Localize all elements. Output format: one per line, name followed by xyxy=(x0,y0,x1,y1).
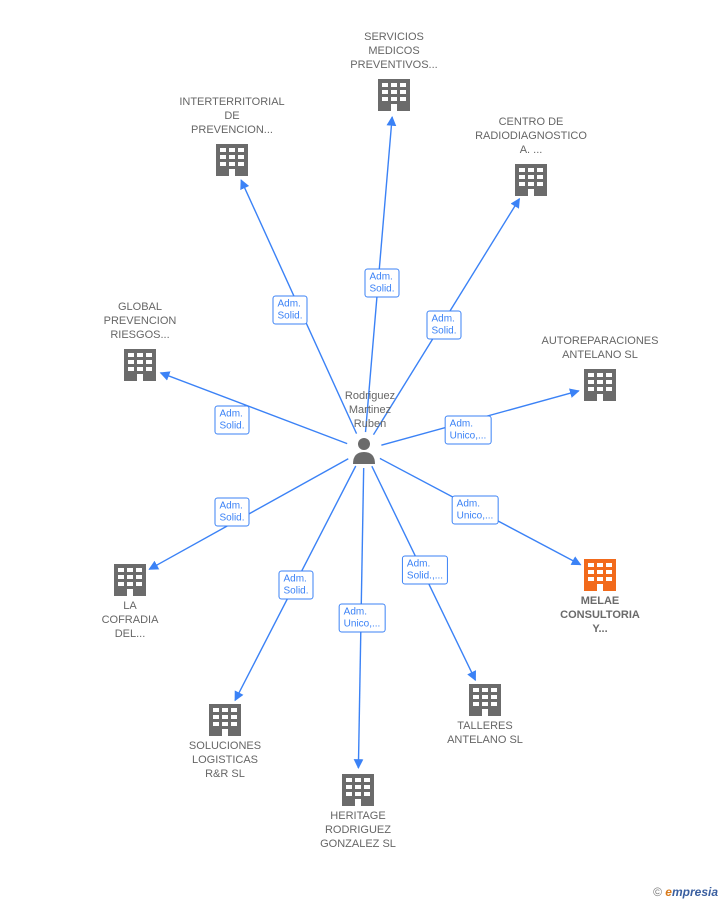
building-icon[interactable] xyxy=(216,144,248,176)
copyright-symbol: © xyxy=(653,885,662,899)
node-label[interactable]: AUTOREPARACIONES ANTELANO SL xyxy=(542,335,659,363)
edge-label: Adm. Solid.,... xyxy=(402,556,448,585)
edge-label: Adm. Solid. xyxy=(214,406,249,435)
building-icon[interactable] xyxy=(584,369,616,401)
edge-label: Adm. Solid. xyxy=(364,269,399,298)
brand-rest: mpresia xyxy=(672,885,718,899)
building-icon[interactable] xyxy=(114,564,146,596)
node-label[interactable]: INTERTERRITORIAL DE PREVENCION... xyxy=(179,96,284,137)
building-icon[interactable] xyxy=(469,684,501,716)
node-label[interactable]: GLOBAL PREVENCION RIESGOS... xyxy=(104,301,177,342)
edge-label: Adm. Solid. xyxy=(214,498,249,527)
node-label[interactable]: SERVICIOS MEDICOS PREVENTIVOS... xyxy=(350,31,437,72)
building-icon[interactable] xyxy=(584,559,616,591)
diagram-canvas xyxy=(0,0,728,905)
edge-line xyxy=(161,373,348,444)
edge-label: Adm. Unico,... xyxy=(452,496,499,525)
center-label[interactable]: Rodriguez Martinez Ruben xyxy=(345,390,395,431)
edge-label: Adm. Unico,... xyxy=(445,416,492,445)
edge-label: Adm. Solid. xyxy=(272,296,307,325)
brand-first: e xyxy=(665,885,672,899)
edge-label: Adm. Unico,... xyxy=(339,604,386,633)
edge-label: Adm. Solid. xyxy=(278,571,313,600)
building-icon[interactable] xyxy=(342,774,374,806)
building-icon[interactable] xyxy=(209,704,241,736)
node-label[interactable]: CENTRO DE RADIODIAGNOSTICO A. ... xyxy=(475,116,587,157)
node-label[interactable]: TALLERES ANTELANO SL xyxy=(447,720,523,748)
node-label[interactable]: LA COFRADIA DEL... xyxy=(102,600,159,641)
copyright: © empresia xyxy=(653,885,718,899)
edge-label: Adm. Solid. xyxy=(426,311,461,340)
person-icon[interactable] xyxy=(353,438,375,464)
building-icon[interactable] xyxy=(515,164,547,196)
node-label[interactable]: HERITAGE RODRIGUEZ GONZALEZ SL xyxy=(320,810,396,851)
building-icon[interactable] xyxy=(378,79,410,111)
building-icon[interactable] xyxy=(124,349,156,381)
node-label[interactable]: MELAE CONSULTORIA Y... xyxy=(560,595,640,636)
node-label[interactable]: SOLUCIONES LOGISTICAS R&R SL xyxy=(189,740,261,781)
